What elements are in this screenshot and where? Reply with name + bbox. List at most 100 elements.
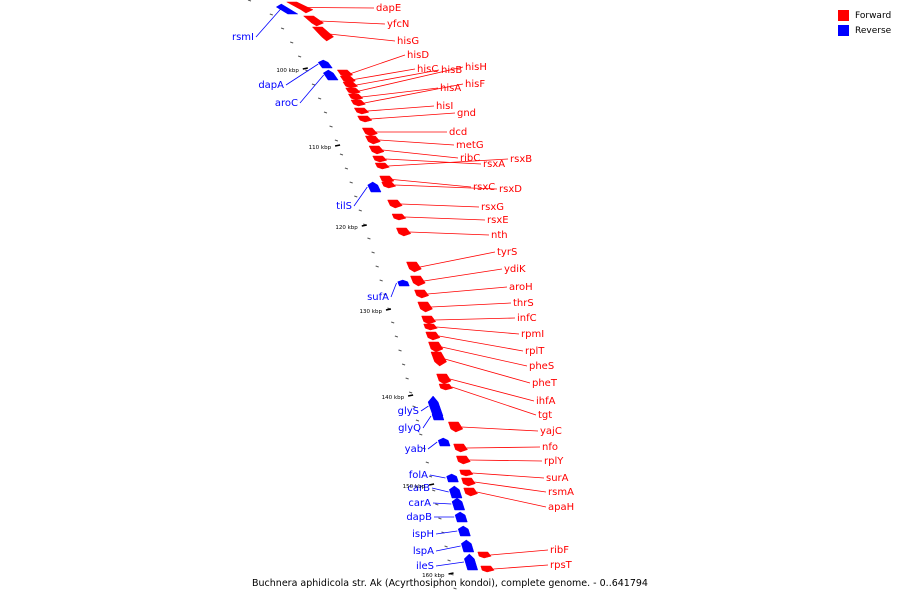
scale-tick (405, 377, 409, 380)
forward-gene-label: gnd (457, 108, 476, 119)
forward-leader-line (378, 139, 455, 146)
reverse-gene-label: glyQ (398, 423, 421, 434)
forward-gene-label: rsxG (481, 202, 504, 213)
reverse-gene-label: yabI (405, 444, 426, 455)
forward-leader-line (444, 358, 531, 384)
scale-tick (311, 83, 316, 86)
reverse-gene-arrow (446, 473, 459, 483)
scale-label: 160 kbp (422, 573, 445, 579)
reverse-gene-label: ileS (416, 561, 434, 572)
reverse-leader-line (255, 8, 281, 38)
label-leaders (255, 7, 549, 570)
scale-tick (371, 251, 375, 254)
forward-gene-arrow (286, 1, 314, 14)
reverse-leader-line (427, 441, 438, 450)
forward-gene-label: hisC (417, 64, 438, 75)
scale-label: 110 kbp (309, 145, 332, 151)
forward-leader-line (356, 69, 440, 86)
scale-tick (408, 391, 413, 394)
forward-leader-line (400, 203, 480, 208)
forward-gene-arrow (436, 373, 452, 385)
forward-gene-label: rplT (525, 346, 545, 357)
forward-gene-label: apaH (548, 502, 574, 513)
forward-leader-line (431, 302, 512, 308)
scale-tick (269, 13, 273, 16)
forward-gene-arrow (410, 275, 426, 287)
reverse-leader-line (390, 282, 397, 298)
reverse-gene-arrow (449, 485, 463, 499)
reverse-leader-line (353, 186, 368, 207)
legend-reverse: Reverse (838, 23, 891, 38)
forward-gene-label: rplY (544, 456, 564, 467)
reverse-gene-arrow (397, 279, 410, 287)
scale-tick (412, 405, 416, 408)
scale-tick (349, 181, 353, 184)
scale-tick (280, 27, 285, 30)
scale-labels: 100 kbp 110 kbp 120 kbp 130 kbp 140 kbp 150 k… (276, 67, 454, 579)
scale-tick (367, 237, 371, 240)
forward-gene-arrow (428, 341, 444, 353)
forward-gene-arrow (456, 455, 471, 465)
forward-gene-arrow (347, 93, 364, 101)
scale-major-tick (361, 224, 367, 227)
reverse-gene-label: tilS (336, 201, 352, 212)
reverse-swatch (838, 25, 849, 36)
scale-major-tick (448, 572, 454, 575)
forward-gene-arrow (438, 383, 454, 391)
forward-leader-line (419, 251, 496, 268)
forward-leader-line (370, 112, 456, 120)
forward-gene-arrow (364, 135, 381, 145)
reverse-gene-arrow (464, 553, 479, 571)
forward-leader-line (382, 149, 459, 159)
reverse-gene-arrow (317, 59, 333, 69)
forward-gene-label: rpsT (550, 560, 573, 571)
forward-leader-line (361, 87, 439, 98)
forward-gene-arrow (477, 551, 492, 559)
forward-leader-line (359, 66, 464, 92)
forward-gene-label: rpmI (521, 329, 544, 340)
scale-tick (323, 111, 328, 114)
scale-tick (375, 265, 379, 268)
forward-gene-label: hisD (407, 50, 429, 61)
forward-gene-arrow (414, 289, 430, 299)
forward-gene-label: surA (546, 473, 569, 484)
forward-leader-line (466, 446, 541, 449)
legend: Forward Reverse (838, 8, 891, 38)
reverse-gene-label: aroC (275, 98, 298, 109)
genome-title: Buchnera aphidicola str. Ak (Acyrthosiph… (252, 578, 648, 589)
forward-gene-label: ydiK (504, 264, 526, 275)
forward-leader-line (394, 184, 498, 190)
reverse-gene-arrow (427, 395, 444, 417)
scale-label: 120 kbp (335, 225, 358, 231)
scale-major-tick (428, 483, 435, 486)
scale-label: 100 kbp (276, 68, 299, 74)
scale-tick (383, 293, 387, 296)
scale-major-tick (407, 394, 414, 397)
forward-leader-line (353, 68, 416, 80)
reverse-gene-label: sufA (367, 292, 389, 303)
scale-major-tick (302, 67, 308, 70)
reverse-gene-label: rsmI (232, 32, 254, 43)
forward-gene-label: ribF (550, 545, 569, 556)
forward-gene-label: hisI (436, 101, 453, 112)
scale-major-tick (385, 308, 392, 311)
reverse-gene-arrow (454, 511, 468, 523)
forward-leader-line (438, 335, 524, 352)
reverse-gene-arrow (461, 539, 475, 553)
reverse-leader-line (432, 502, 452, 505)
forward-leader-line (409, 231, 490, 236)
forward-gene-arrow (453, 443, 468, 453)
forward-gene-arrow (345, 87, 361, 95)
forward-leader-line (392, 179, 472, 188)
forward-gene-arrow (396, 227, 412, 237)
forward-leader-line (404, 216, 486, 221)
forward-gene-label: metG (456, 140, 484, 151)
forward-leader-line (469, 459, 543, 462)
forward-leader-line (319, 20, 386, 25)
forward-gene-label: tgt (538, 410, 552, 421)
forward-gene-label: hisF (465, 79, 485, 90)
scale-tick (290, 41, 294, 44)
forward-gene-arrow (423, 323, 438, 331)
forward-leader-line (449, 378, 535, 402)
reverse-gene-label: lspA (413, 546, 434, 557)
